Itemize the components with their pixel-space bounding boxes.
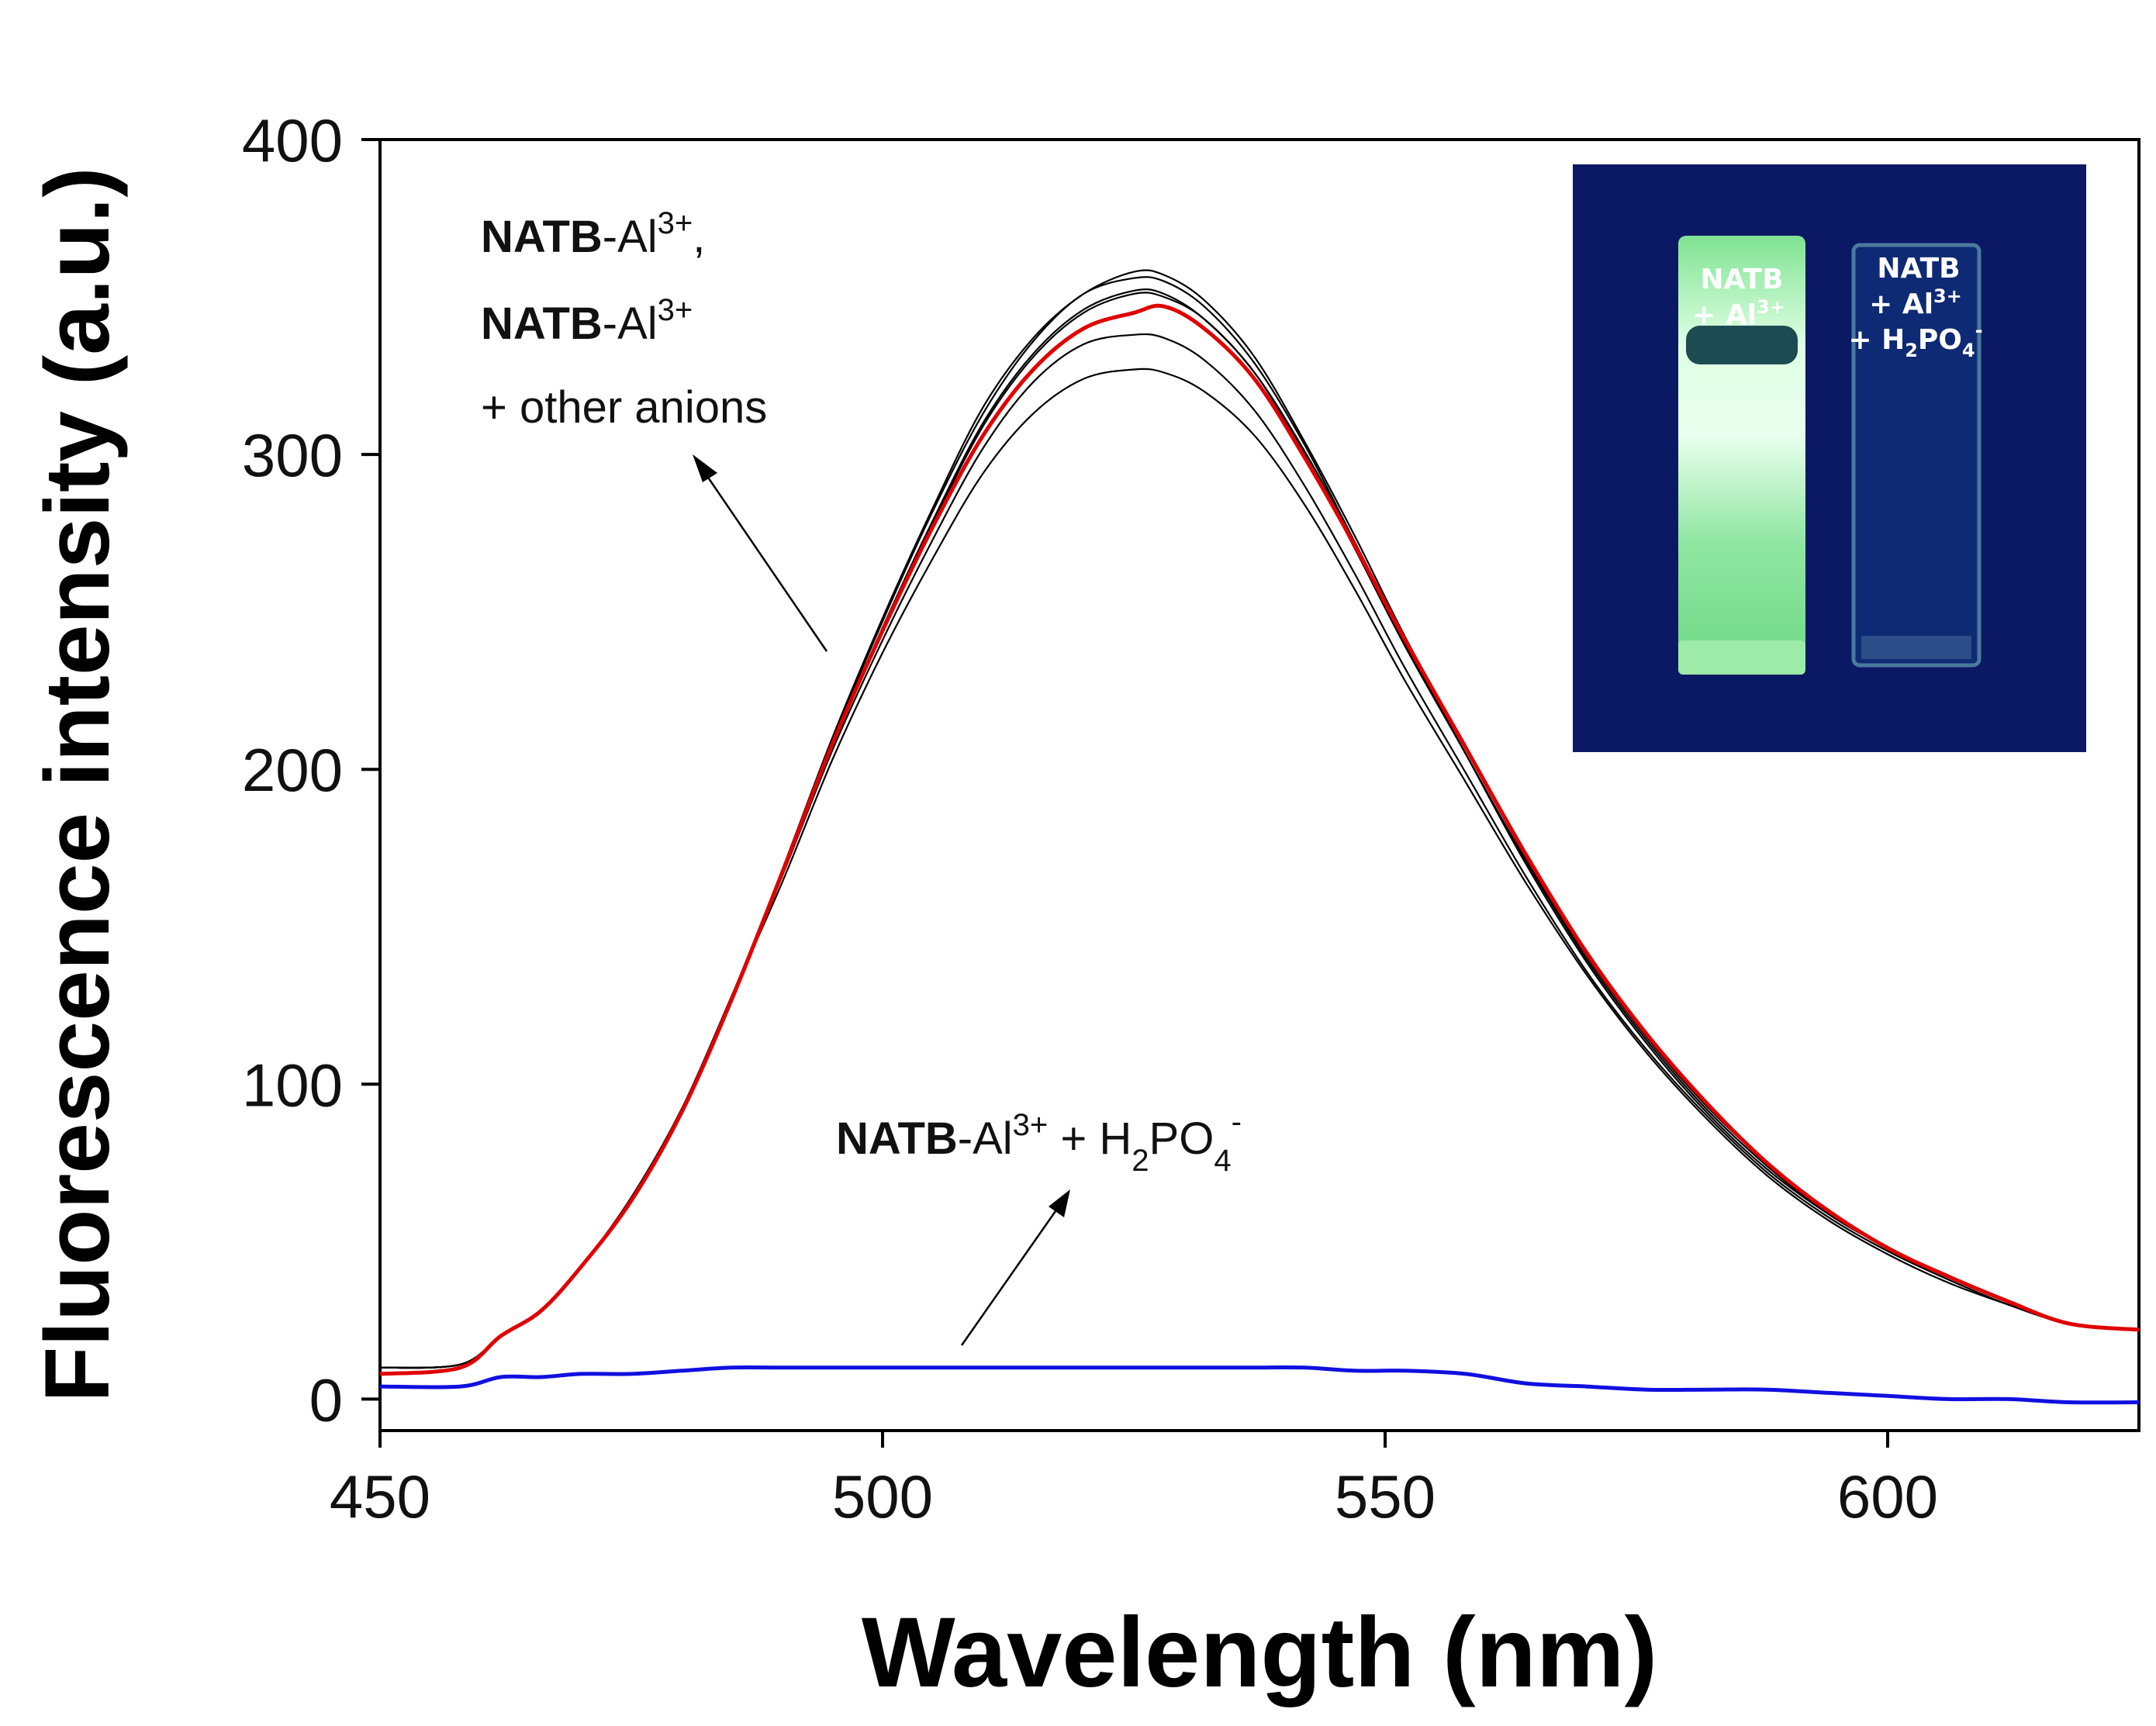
annotation-lower: NATB-Al3+ + H2PO4- bbox=[836, 1105, 1242, 1178]
y-tick-label: 400 bbox=[242, 106, 343, 174]
annotation-upper-natb-1: NATB bbox=[481, 212, 603, 262]
x-tick-label: 500 bbox=[832, 1462, 933, 1531]
left-cuvette-label-2: + Al3+ bbox=[1692, 296, 1785, 331]
inset-background bbox=[1573, 164, 2086, 752]
annotation-lower-al: -Al bbox=[958, 1113, 1013, 1164]
right-cuvette-al: + Al bbox=[1869, 288, 1933, 320]
plot-frame bbox=[378, 138, 2140, 1432]
y-axis-ticks: 0 100 200 300 400 bbox=[242, 106, 380, 1434]
right-cuvette-label-1: NATB bbox=[1877, 253, 1960, 285]
annotation-lower-sup: 3+ bbox=[1013, 1108, 1049, 1142]
x-tick-label: 600 bbox=[1837, 1462, 1938, 1531]
left-cuvette-sup: 3+ bbox=[1757, 296, 1785, 318]
right-cuvette-sup2: - bbox=[1975, 319, 1983, 341]
annotation-upper-arrow-line bbox=[700, 468, 828, 652]
annotation-upper-sup-2: 3+ bbox=[658, 293, 693, 327]
annotation-upper-al-1: -Al bbox=[603, 212, 658, 262]
annotation-lower-sub2: 4 bbox=[1214, 1144, 1231, 1178]
y-tick-label: 200 bbox=[242, 736, 343, 804]
right-cuvette-po: PO bbox=[1918, 324, 1962, 356]
annotation-upper-sup-1: 3+ bbox=[658, 206, 693, 240]
x-axis-ticks: 450 500 550 600 bbox=[330, 1431, 1938, 1531]
annotation-upper-al-2: -Al bbox=[603, 299, 658, 349]
annotation-lower-po: PO bbox=[1149, 1113, 1214, 1164]
series-lines bbox=[380, 269, 2139, 1405]
annotation-upper-natb-2: NATB bbox=[481, 299, 603, 349]
right-cuvette-sup: 3+ bbox=[1933, 285, 1962, 307]
annotation-lower-plus-h: + H bbox=[1048, 1113, 1132, 1164]
annotation-upper-arrowhead bbox=[693, 454, 717, 482]
annotation-lower-arrow-line bbox=[960, 1203, 1062, 1346]
left-cuvette-label-1: NATB bbox=[1700, 264, 1783, 295]
annotation-upper-line3: + other anions bbox=[481, 382, 767, 433]
x-axis-title: Wavelength (nm) bbox=[862, 1597, 1657, 1708]
inset-photo: NATB + Al3+ NATB + Al3+ + H2PO4- bbox=[1573, 164, 2086, 752]
right-cuvette-sub1: 2 bbox=[1905, 340, 1918, 361]
right-cuvette-sub2: 4 bbox=[1962, 340, 1975, 361]
series-line-natb-al-h2po4 bbox=[380, 1365, 2139, 1405]
x-tick-label: 450 bbox=[330, 1462, 430, 1531]
right-cuvette-label-3: + H2PO4- bbox=[1848, 319, 1982, 361]
series-line-natb-al bbox=[380, 303, 2139, 1376]
y-tick-label: 0 bbox=[309, 1365, 343, 1434]
right-cuvette-label-2: + Al3+ bbox=[1869, 285, 1962, 320]
annotation-upper-comma: , bbox=[693, 212, 705, 262]
y-axis-title: Fluorescence intensity (a.u.) bbox=[26, 167, 129, 1402]
y-tick-label: 300 bbox=[242, 421, 343, 489]
x-tick-label: 550 bbox=[1335, 1462, 1436, 1531]
annotation-lower-sup2: - bbox=[1232, 1105, 1242, 1139]
right-cuvette bbox=[1851, 243, 1982, 668]
left-cuvette-al: + Al bbox=[1692, 299, 1757, 331]
annotation-lower-natb: NATB bbox=[836, 1113, 958, 1164]
annotation-upper-line2: NATB-Al3+ bbox=[481, 293, 693, 349]
right-cuvette-plus-h: + H bbox=[1848, 324, 1905, 356]
annotation-lower-arrowhead bbox=[1049, 1189, 1070, 1217]
y-tick-label: 100 bbox=[242, 1051, 343, 1119]
annotation-lower-sub1: 2 bbox=[1132, 1144, 1149, 1178]
annotation-upper-line1: NATB-Al3+, bbox=[481, 206, 705, 262]
